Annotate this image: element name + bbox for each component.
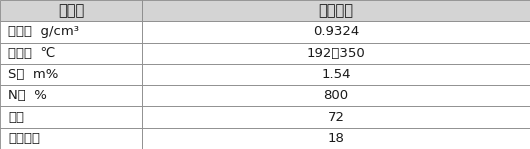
Text: 芳烃: 芳烃: [8, 111, 24, 124]
Bar: [142, 43, 530, 64]
Text: 72: 72: [328, 111, 345, 124]
Bar: [142, 85, 530, 106]
Bar: [0, 0, 142, 21]
Bar: [0, 128, 142, 149]
Bar: [0, 64, 142, 85]
Text: 催化柴油: 催化柴油: [319, 3, 354, 18]
Bar: [142, 64, 530, 85]
Text: 192～350: 192～350: [307, 47, 365, 60]
Text: 0.9324: 0.9324: [313, 25, 359, 38]
Text: 馏程，  ℃: 馏程， ℃: [8, 47, 55, 60]
Text: N，  %: N， %: [8, 89, 47, 102]
Text: 十六烷値: 十六烷値: [8, 132, 40, 145]
Bar: [0, 85, 142, 106]
Bar: [142, 0, 530, 21]
Text: 18: 18: [328, 132, 345, 145]
Text: 原料油: 原料油: [58, 3, 84, 18]
Bar: [0, 106, 142, 128]
Bar: [142, 128, 530, 149]
Bar: [0, 21, 142, 43]
Text: S，  m%: S， m%: [8, 68, 58, 81]
Bar: [142, 106, 530, 128]
Text: 1.54: 1.54: [321, 68, 351, 81]
Text: 密度，  g/cm³: 密度， g/cm³: [8, 25, 79, 38]
Bar: [142, 21, 530, 43]
Bar: [0, 43, 142, 64]
Text: 800: 800: [323, 89, 349, 102]
